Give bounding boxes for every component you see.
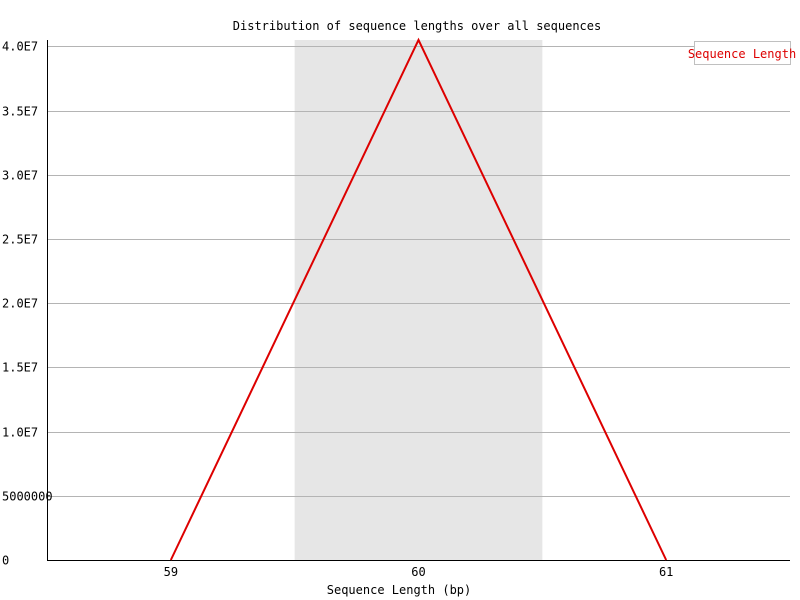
legend-box (694, 41, 791, 65)
highlight-band-60 (294, 40, 543, 560)
y-tick-label: 3.5E7 (2, 105, 38, 119)
y-tick-label: 3.0E7 (2, 169, 38, 183)
x-tick-label: 60 (411, 565, 425, 579)
chart-title: Distribution of sequence lengths over al… (233, 19, 601, 33)
legend: Sequence Length (688, 41, 796, 65)
y-tick-label: 1.0E7 (2, 426, 38, 440)
y-tick-label: 4.0E7 (2, 40, 38, 54)
y-tick-labels: 0 5000000 1.0E7 1.5E7 2.0E7 2.5E7 3.0E7 3.5E7 4.… (2, 40, 53, 568)
axes (47, 40, 790, 561)
x-tick-label: 59 (164, 565, 178, 579)
series-line (169, 37, 668, 561)
legend-entry: Sequence Length (688, 47, 796, 61)
y-tick-label: 2.0E7 (2, 297, 38, 311)
x-tick-label: 61 (659, 565, 673, 579)
x-tick-labels: 59 60 61 (164, 565, 674, 579)
x-axis-label: Sequence Length (bp) (327, 583, 472, 597)
y-tick-label: 0 (2, 554, 9, 568)
highlight-bands (294, 40, 543, 560)
y-tick-label: 2.5E7 (2, 233, 38, 247)
grid-lines (47, 46, 790, 497)
series-lines (169, 37, 668, 561)
y-tick-label: 5000000 (2, 490, 53, 504)
y-tick-label: 1.5E7 (2, 361, 38, 375)
